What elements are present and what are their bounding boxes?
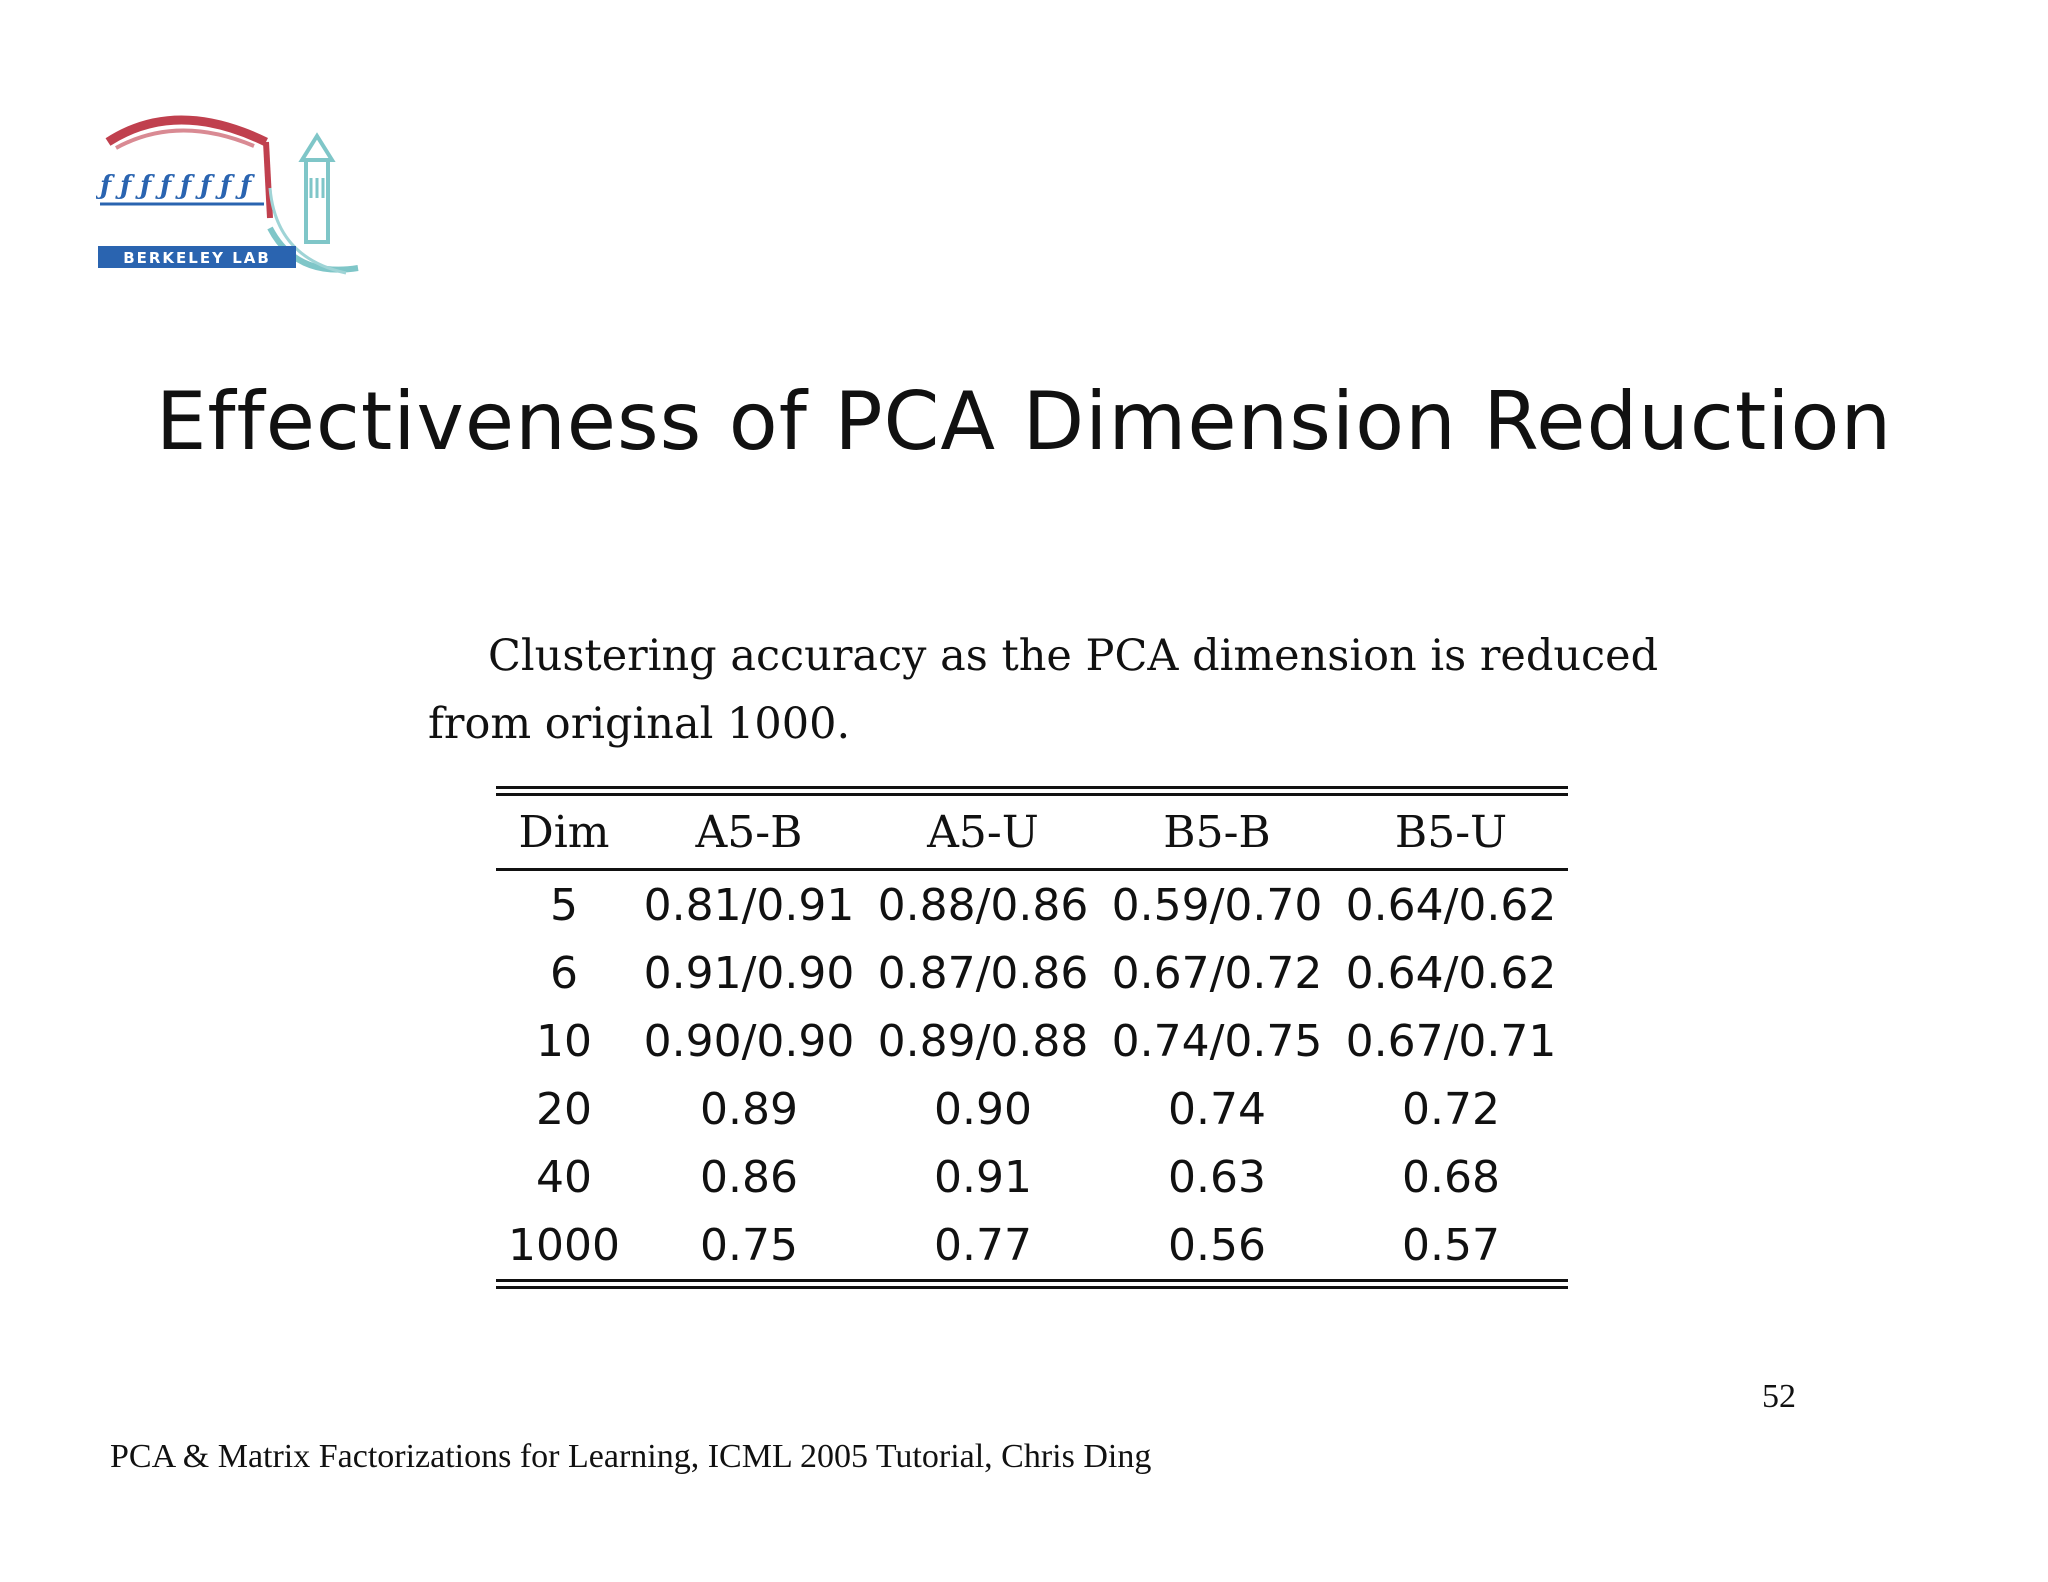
cell-b5-u: 0.64/0.62 [1345, 947, 1557, 999]
cell-b5-b: 0.67/0.72 [1111, 947, 1323, 999]
cell-a5-u: 0.77 [934, 1219, 1032, 1271]
table-bottom-rule [496, 1279, 1568, 1289]
table-row: 6 0.91/0.90 0.87/0.86 0.67/0.72 0.64/0.6… [496, 939, 1568, 1007]
svg-text:ƒ: ƒ [135, 171, 155, 201]
cell-b5-b: 0.74/0.75 [1111, 1015, 1323, 1067]
cell-a5-b: 0.89 [700, 1083, 798, 1135]
accuracy-table: Dim A5-B A5-U B5-B B5-U 5 0.81/0.91 0.88… [496, 786, 1568, 1289]
table-row: 10 0.90/0.90 0.89/0.88 0.74/0.75 0.67/0.… [496, 1007, 1568, 1075]
table-row: 40 0.86 0.91 0.63 0.68 [496, 1143, 1568, 1211]
cell-dim: 40 [536, 1151, 592, 1203]
header-dim: Dim [518, 806, 610, 858]
cell-dim: 20 [536, 1083, 592, 1135]
cell-b5-b: 0.56 [1168, 1219, 1266, 1271]
cell-a5-b: 0.81/0.91 [643, 879, 855, 931]
cell-b5-u: 0.67/0.71 [1345, 1015, 1557, 1067]
slide-footer: PCA & Matrix Factorizations for Learning… [110, 1438, 1152, 1475]
cell-dim: 10 [536, 1015, 592, 1067]
cell-a5-b: 0.91/0.90 [643, 947, 855, 999]
header-a5-u: A5-U [927, 806, 1039, 858]
svg-text:ƒ: ƒ [195, 171, 215, 201]
cell-dim: 1000 [508, 1219, 620, 1271]
table-top-rule [496, 786, 1568, 796]
cell-b5-u: 0.68 [1402, 1151, 1500, 1203]
cell-b5-u: 0.64/0.62 [1345, 879, 1557, 931]
svg-text:ƒ: ƒ [175, 171, 195, 201]
cell-a5-u: 0.87/0.86 [877, 947, 1089, 999]
cell-a5-b: 0.90/0.90 [643, 1015, 855, 1067]
cell-b5-b: 0.74 [1168, 1083, 1266, 1135]
svg-text:BERKELEY LAB: BERKELEY LAB [123, 249, 271, 267]
cell-a5-b: 0.86 [700, 1151, 798, 1203]
table-caption: Clustering accuracy as the PCA dimension… [428, 631, 1659, 749]
header-a5-b: A5-B [695, 806, 803, 858]
cell-a5-u: 0.90 [934, 1083, 1032, 1135]
cell-b5-u: 0.72 [1402, 1083, 1500, 1135]
table-row: 20 0.89 0.90 0.74 0.72 [496, 1075, 1568, 1143]
table-header-row: Dim A5-B A5-U B5-B B5-U [496, 796, 1568, 868]
cell-a5-b: 0.75 [700, 1219, 798, 1271]
svg-text:ƒ: ƒ [96, 171, 115, 201]
cell-b5-b: 0.63 [1168, 1151, 1266, 1203]
table-row: 5 0.81/0.91 0.88/0.86 0.59/0.70 0.64/0.6… [496, 871, 1568, 939]
cell-dim: 5 [550, 879, 578, 931]
cell-a5-u: 0.89/0.88 [877, 1015, 1089, 1067]
cell-a5-u: 0.88/0.86 [877, 879, 1089, 931]
slide-title: Effectiveness of PCA Dimension Reduction [155, 375, 1893, 468]
page-number: 52 [1762, 1378, 1796, 1415]
header-b5-b: B5-B [1163, 806, 1271, 858]
table-header-rule [496, 868, 1568, 871]
cell-dim: 6 [550, 947, 578, 999]
table-row: 1000 0.75 0.77 0.56 0.57 [496, 1211, 1568, 1279]
svg-text:ƒ: ƒ [215, 171, 235, 201]
svg-text:ƒ: ƒ [115, 171, 135, 201]
cell-b5-b: 0.59/0.70 [1111, 879, 1323, 931]
svg-text:ƒ: ƒ [235, 171, 255, 201]
header-b5-u: B5-U [1394, 806, 1508, 858]
svg-text:ƒ: ƒ [155, 171, 175, 201]
cell-b5-u: 0.57 [1402, 1219, 1500, 1271]
cell-a5-u: 0.91 [934, 1151, 1032, 1203]
